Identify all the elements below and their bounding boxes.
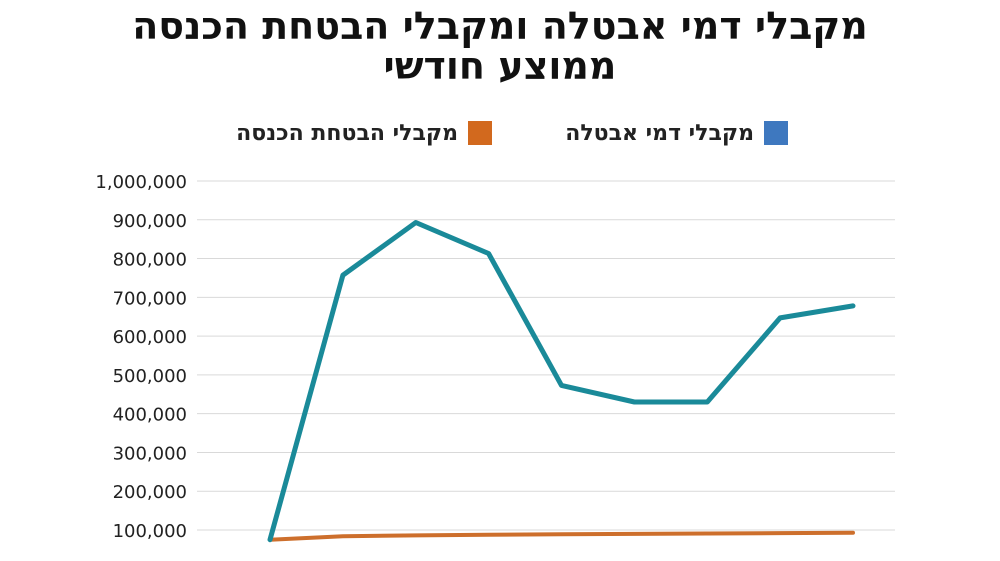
chart-title-line-2: ממוצע חודשי [383, 44, 617, 88]
y-tick-label: 300,000 [113, 443, 187, 464]
y-tick-label: 900,000 [113, 211, 187, 232]
legend-item-income-support: מקבלי הבטחת הכנסה [236, 118, 492, 148]
legend-label-unemployment: מקבלי דמי אבטלה [565, 120, 754, 146]
y-tick-label: 100,000 [113, 521, 187, 542]
legend-swatch-unemployment [764, 121, 788, 145]
y-tick-label: 1,000,000 [95, 172, 187, 193]
y-tick-label: 400,000 [113, 405, 187, 426]
series-line-unemployment [267, 220, 856, 543]
y-tick-label: 500,000 [113, 366, 187, 387]
y-tick-label: 600,000 [113, 327, 187, 348]
legend-item-unemployment: מקבלי דמי אבטלה [565, 118, 788, 148]
legend-swatch-income-support [468, 121, 492, 145]
y-tick-label: 200,000 [113, 482, 187, 503]
y-tick-label: 800,000 [113, 250, 187, 271]
legend-label-income-support: מקבלי הבטחת הכנסה [236, 120, 458, 146]
y-tick-label: 700,000 [113, 288, 187, 309]
chart-title-line-1: מקבלי דמי אבטלה ומקבלי הבטחת הכנסה [132, 4, 868, 48]
series-line-income-support [268, 530, 855, 542]
